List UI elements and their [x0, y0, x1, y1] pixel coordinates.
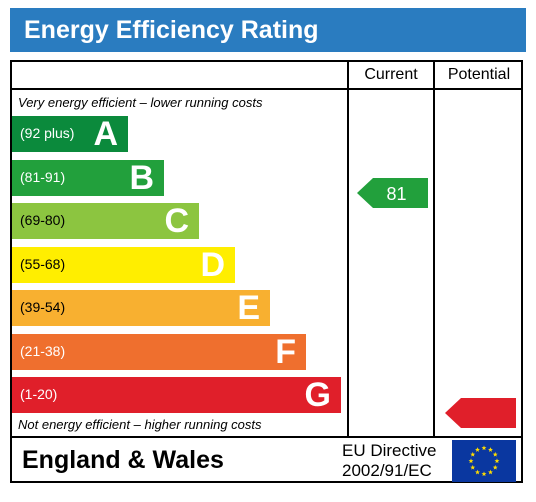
current-rating-arrow-value: 81 — [386, 184, 407, 204]
country-label: England & Wales — [22, 446, 224, 474]
band-range-label: (69-80) — [20, 212, 66, 228]
eu-star-icon — [475, 447, 480, 452]
eu-star-icon — [492, 464, 498, 470]
band-range-label: (55-68) — [20, 256, 66, 272]
band-letter: G — [304, 376, 331, 414]
eu-star-icon — [492, 451, 498, 457]
eu-star-icon — [475, 469, 480, 475]
band-letter: E — [237, 289, 260, 327]
band-range-label: (39-54) — [20, 299, 66, 315]
band-c: (69-80) C — [12, 203, 199, 239]
current-rating-arrow-shape — [357, 178, 428, 208]
band-f: (21-38) F — [12, 334, 306, 370]
directive-line-1: EU Directive — [342, 441, 437, 460]
directive-label: EU Directive 2002/91/EC — [342, 441, 436, 481]
divider-current — [347, 60, 349, 438]
eu-star-icon — [488, 469, 493, 475]
top-note: Very energy efficient – lower running co… — [18, 95, 263, 110]
eu-star-icon — [481, 471, 487, 477]
band-e: (39-54) E — [12, 290, 270, 326]
potential-rating-arrow — [445, 398, 516, 428]
band-range-label: (81-91) — [20, 169, 66, 185]
eu-star-icon — [470, 464, 476, 470]
band-letter: C — [164, 202, 189, 240]
eu-star-icon — [494, 458, 500, 464]
eu-star-icon — [488, 447, 493, 452]
band-d: (55-68) D — [12, 247, 235, 283]
column-potential: Potential — [447, 66, 511, 83]
band-a: (92 plus) A — [12, 116, 128, 152]
band-letter: D — [200, 246, 225, 284]
header-underline — [10, 88, 523, 90]
band-letter: A — [93, 115, 118, 153]
band-letter: B — [129, 159, 154, 197]
potential-rating-arrow-shape — [445, 398, 516, 428]
eu-star-icon — [470, 451, 476, 457]
eu-star-icon — [481, 445, 487, 451]
eu-flag-icon — [452, 440, 516, 482]
chart-title: Energy Efficiency Rating — [24, 16, 319, 44]
bottom-note: Not energy efficient – higher running co… — [18, 417, 262, 432]
column-current: Current — [364, 66, 418, 83]
footer-divider — [10, 436, 523, 438]
rating-frame — [10, 60, 523, 483]
title-bar: Energy Efficiency Rating — [10, 8, 526, 52]
divider-potential — [433, 60, 435, 438]
band-range-label: (92 plus) — [20, 125, 75, 141]
band-range-label: (21-38) — [20, 343, 66, 359]
band-g: (1-20) G — [12, 377, 341, 413]
eu-star-icon — [468, 458, 474, 464]
band-b: (81-91) B — [12, 160, 164, 196]
directive-line-2: 2002/91/EC — [342, 461, 432, 480]
current-rating-arrow: 81 — [357, 178, 428, 208]
band-letter: F — [275, 333, 296, 371]
band-range-label: (1-20) — [20, 386, 58, 402]
